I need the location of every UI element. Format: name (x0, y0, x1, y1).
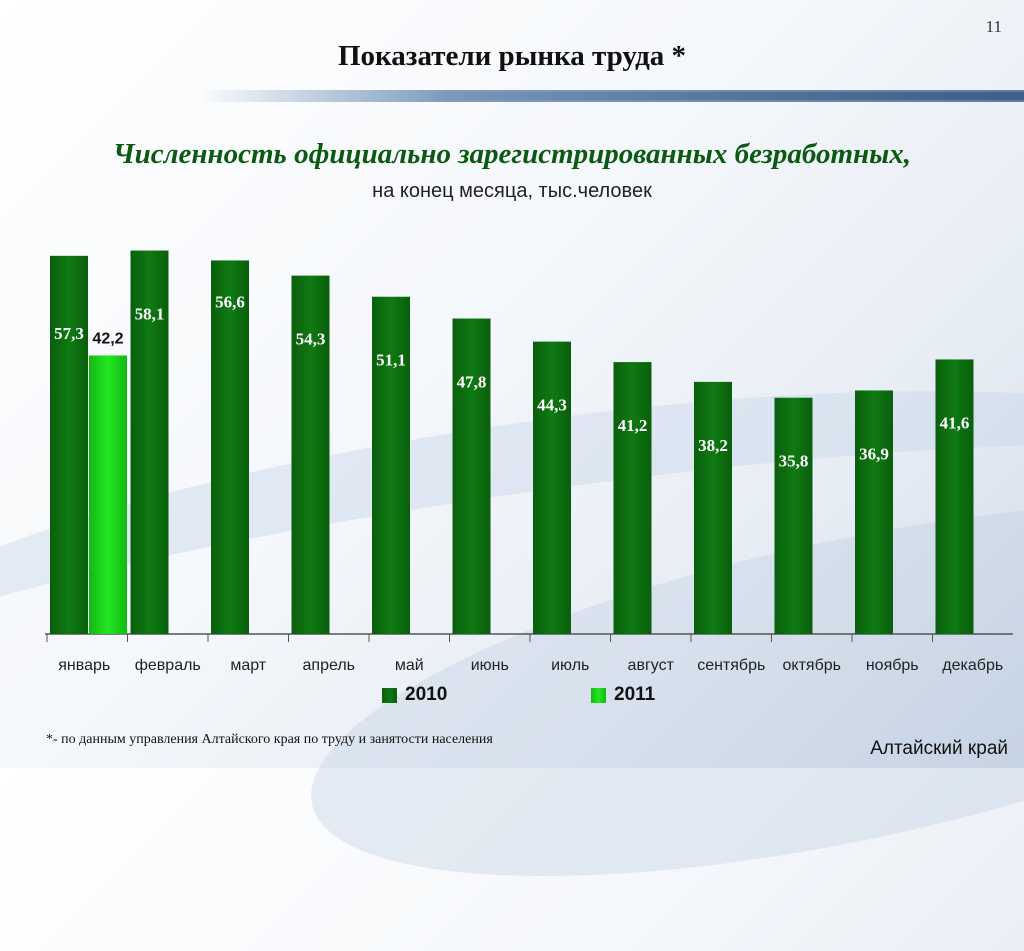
bar-2010-сентябрь (694, 381, 732, 634)
data-label-2010-ноябрь: 36,9 (859, 444, 889, 463)
region-label: Алтайский край (870, 738, 1008, 759)
chart-subtitle: на конец месяца, тыс.человек (372, 180, 652, 202)
category-label-ноябрь: ноябрь (866, 657, 919, 674)
category-label-декабрь: декабрь (942, 657, 1003, 674)
data-label-2010-август: 41,2 (618, 416, 648, 435)
bar-2010-май (372, 296, 410, 634)
data-label-2010-октябрь: 35,8 (779, 452, 809, 471)
header-bar-accent (420, 92, 1024, 100)
data-label-2010-июль: 44,3 (537, 396, 567, 415)
data-label-2010-сентябрь: 38,2 (698, 436, 728, 455)
chart-legend: 2010 2011 (0, 684, 1024, 708)
category-label-март: март (230, 657, 266, 674)
category-label-май: май (395, 657, 424, 674)
category-label-октябрь: октябрь (783, 657, 841, 674)
legend-label-2011: 2011 (614, 684, 656, 705)
bar-2010-ноябрь (855, 390, 893, 634)
data-label-2010-июнь: 47,8 (457, 373, 487, 392)
legend-label-2010: 2010 (405, 684, 448, 705)
bar-chart: 57,3 январь 42,2 58,1 февраль 56,6 март 54,3 апр… (45, 250, 1013, 674)
data-label-2010-январь: 57,3 (54, 324, 84, 343)
bar-2011-январь (89, 355, 127, 634)
bar-2010-июнь (452, 318, 491, 634)
bar-2010-январь (50, 255, 88, 634)
chart-title: Численность официально зарегистрированны… (112, 138, 911, 170)
data-label-2010-май: 51,1 (376, 351, 406, 370)
legend-item-2011: 2011 (591, 684, 655, 706)
bar-2010-август (613, 362, 652, 634)
category-label-сентябрь: сентябрь (697, 657, 765, 674)
legend-swatch-2010 (382, 687, 397, 703)
data-label-2010-декабрь: 41,6 (940, 413, 970, 432)
page-number: 11 (985, 17, 1002, 36)
footnote: *- по данным управления Алтайского края … (46, 732, 493, 747)
category-label-август: август (628, 657, 675, 674)
data-label-2011-январь: 42,2 (92, 330, 123, 347)
category-label-июль: июль (551, 657, 589, 674)
bar-2010-апрель (291, 275, 330, 634)
bar-2010-декабрь (935, 359, 974, 634)
bar-2010-октябрь (774, 397, 813, 634)
data-label-2010-апрель: 54,3 (296, 330, 326, 349)
slide-title: Показатели рынка труда * (337, 40, 686, 72)
category-label-апрель: апрель (303, 657, 356, 674)
legend-swatch-2011 (591, 687, 606, 703)
category-label-июнь: июнь (471, 657, 509, 674)
bar-2010-июль (533, 341, 571, 634)
bar-2010-март (211, 260, 249, 634)
data-label-2010-февраль: 58,1 (135, 305, 165, 324)
data-label-2010-март: 56,6 (215, 292, 245, 311)
bar-2010-февраль (130, 250, 169, 635)
category-label-январь: январь (58, 657, 110, 674)
category-label-февраль: февраль (135, 657, 201, 674)
legend-item-2010: 2010 (382, 684, 447, 706)
